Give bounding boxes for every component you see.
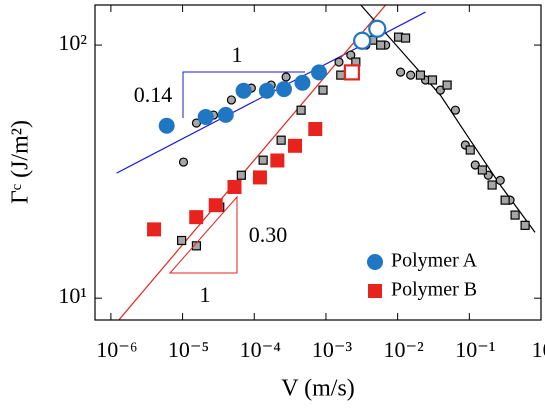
reference-point (477, 165, 487, 175)
points (147, 19, 530, 251)
x-tick-label: 10⁻⁴ (240, 337, 282, 362)
annotation: 0.30 (249, 222, 288, 247)
data-point (258, 82, 275, 99)
reference-point (450, 105, 461, 115)
x-tick-label: 10⁻² (384, 337, 425, 362)
y-tick-label: 10² (58, 30, 87, 55)
x-tick-label: 10⁻⁵ (168, 337, 209, 362)
reference-point (470, 160, 480, 170)
legend-label: Polymer A (391, 250, 478, 272)
x-tick-label: 10⁻⁶ (96, 337, 137, 362)
data-point (252, 170, 267, 185)
reference-point (427, 75, 438, 85)
x-tick-label: 10⁻¹ (455, 337, 495, 362)
data-point (217, 106, 234, 123)
reference-point (376, 40, 386, 50)
fit-line (118, 5, 387, 320)
data-point (343, 64, 360, 81)
reference-point (226, 95, 237, 105)
reference-point (500, 195, 510, 205)
reference-point (396, 67, 406, 77)
reference-point (281, 72, 291, 82)
reference-point (346, 50, 356, 60)
axes: 10⁻⁶ 10⁻⁵ 10⁻⁴ 10⁻³ 10⁻² 10⁻¹ 10⁰ 10¹ 10² (58, 5, 545, 362)
reference-point (435, 85, 446, 95)
slope-triangle (168, 195, 238, 274)
reference-point (296, 105, 306, 115)
plot-frame (94, 4, 542, 321)
reference-point (236, 170, 246, 180)
data-point (158, 117, 175, 134)
legend-marker (368, 284, 382, 298)
reference-point (415, 70, 426, 80)
reference-point (487, 180, 497, 190)
reference-point (442, 80, 452, 90)
reference-point (191, 241, 202, 251)
x-axis-label: V (m/s) (281, 376, 355, 402)
slope-triangle (182, 71, 305, 118)
legend-box (360, 248, 538, 308)
data-point (147, 222, 162, 237)
reference-point (276, 135, 286, 145)
reference-point (258, 155, 268, 165)
annotation: 1 (232, 42, 243, 67)
data-point (197, 108, 214, 125)
y-tick-label: 10¹ (58, 283, 87, 308)
data-point (227, 179, 242, 194)
reference-point (465, 145, 475, 155)
y-axis-label: Γᶜ (J/m²) (8, 120, 34, 204)
reference-point (318, 85, 328, 95)
reference-point (400, 33, 411, 43)
data-point (308, 122, 323, 137)
reference-point (336, 70, 346, 80)
annotation: 0.14 (134, 82, 173, 107)
reference-point (495, 175, 505, 185)
x-tick-label: 10⁰ (532, 337, 545, 362)
legend: Polymer A Polymer B (360, 248, 538, 308)
reference-point (177, 235, 187, 246)
data-point (287, 138, 302, 153)
reference-point (510, 210, 520, 220)
data-point (294, 74, 311, 91)
data-point (235, 82, 252, 99)
data-point (208, 198, 223, 213)
reference-point (191, 118, 202, 128)
data-point (368, 19, 387, 38)
legend-label: Polymer B (391, 279, 477, 301)
reference-point (520, 220, 530, 230)
annotation: 1 (200, 282, 211, 307)
data-point (311, 64, 328, 81)
fit-line (360, 5, 536, 233)
data-point (189, 210, 204, 225)
x-tick-label: 10⁻³ (312, 337, 353, 362)
reference-point (334, 57, 344, 67)
data-point (276, 81, 293, 98)
reference-point (406, 70, 416, 80)
data-point (270, 153, 285, 168)
legend-marker (367, 254, 383, 270)
reference-point (178, 157, 189, 167)
data-point (353, 31, 372, 50)
